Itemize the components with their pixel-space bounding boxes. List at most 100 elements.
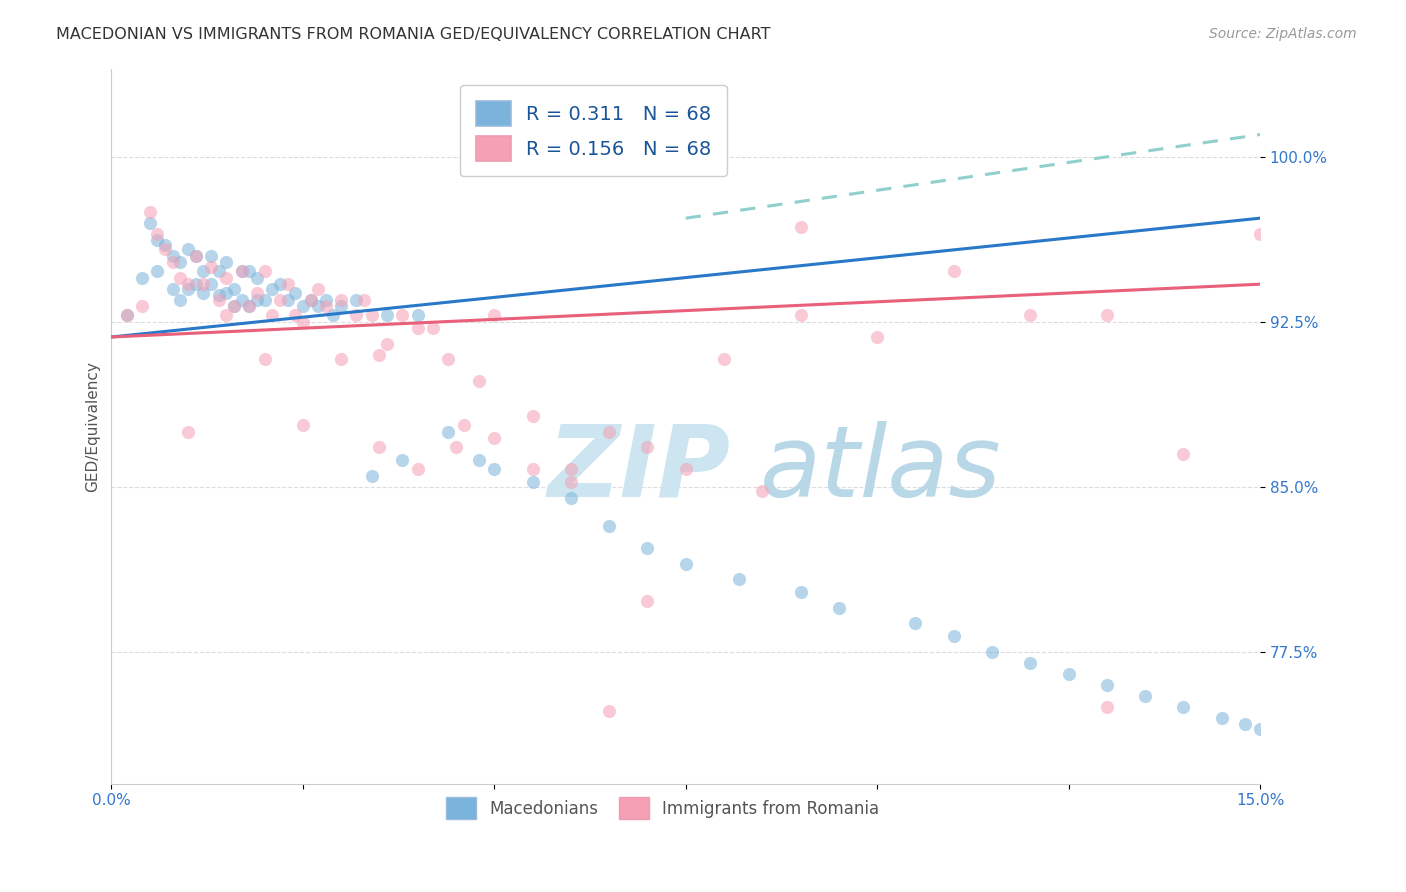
Point: [131, 270, 153, 285]
Point: [215, 270, 238, 285]
Point: [146, 227, 169, 241]
Point: [284, 308, 307, 322]
Point: [193, 277, 215, 292]
Point: [330, 299, 353, 313]
Point: [598, 425, 620, 439]
Point: [162, 255, 184, 269]
Point: [131, 299, 153, 313]
Point: [560, 491, 582, 505]
Text: atlas: atlas: [761, 420, 1002, 517]
Point: [299, 293, 322, 307]
Point: [169, 293, 191, 307]
Point: [284, 285, 307, 300]
Point: [468, 374, 491, 388]
Point: [291, 315, 314, 329]
Point: [437, 425, 460, 439]
Point: [375, 308, 398, 322]
Point: [269, 293, 291, 307]
Text: Source: ZipAtlas.com: Source: ZipAtlas.com: [1209, 27, 1357, 41]
Point: [1249, 227, 1271, 241]
Point: [1019, 656, 1042, 670]
Point: [162, 249, 184, 263]
Point: [138, 216, 160, 230]
Point: [375, 336, 398, 351]
Point: [215, 308, 238, 322]
Point: [231, 293, 253, 307]
Point: [1133, 689, 1156, 703]
Point: [866, 330, 889, 344]
Point: [207, 293, 229, 307]
Point: [406, 321, 429, 335]
Point: [299, 293, 322, 307]
Text: ZIP: ZIP: [548, 420, 731, 517]
Point: [291, 417, 314, 432]
Point: [1095, 308, 1118, 322]
Point: [346, 293, 368, 307]
Point: [177, 425, 200, 439]
Point: [1019, 308, 1042, 322]
Point: [322, 308, 344, 322]
Point: [238, 299, 260, 313]
Point: [184, 249, 207, 263]
Point: [368, 440, 391, 454]
Point: [368, 348, 391, 362]
Point: [406, 462, 429, 476]
Point: [828, 600, 851, 615]
Point: [468, 453, 491, 467]
Point: [231, 264, 253, 278]
Point: [253, 293, 276, 307]
Point: [315, 293, 337, 307]
Point: [789, 308, 811, 322]
Point: [207, 288, 229, 302]
Point: [484, 431, 506, 445]
Point: [522, 462, 544, 476]
Point: [1173, 699, 1195, 714]
Point: [269, 277, 291, 292]
Point: [789, 219, 811, 234]
Point: [636, 541, 658, 556]
Point: [177, 277, 200, 292]
Point: [207, 264, 229, 278]
Point: [246, 293, 269, 307]
Point: [222, 299, 245, 313]
Point: [1095, 678, 1118, 692]
Point: [193, 285, 215, 300]
Point: [330, 351, 353, 366]
Point: [169, 255, 191, 269]
Point: [522, 409, 544, 424]
Point: [177, 242, 200, 256]
Point: [360, 308, 382, 322]
Point: [153, 242, 176, 256]
Point: [675, 462, 697, 476]
Point: [789, 585, 811, 599]
Point: [200, 277, 222, 292]
Point: [262, 282, 284, 296]
Point: [484, 462, 506, 476]
Point: [560, 475, 582, 490]
Point: [598, 519, 620, 533]
Point: [904, 616, 927, 631]
Point: [184, 249, 207, 263]
Point: [522, 475, 544, 490]
Point: [444, 440, 467, 454]
Point: [1173, 447, 1195, 461]
Point: [751, 484, 773, 499]
Point: [138, 204, 160, 219]
Point: [360, 468, 382, 483]
Point: [291, 299, 314, 313]
Point: [1249, 722, 1271, 736]
Point: [437, 351, 460, 366]
Point: [675, 557, 697, 571]
Point: [277, 277, 299, 292]
Point: [162, 282, 184, 296]
Point: [238, 299, 260, 313]
Point: [307, 282, 329, 296]
Point: [1233, 717, 1256, 731]
Point: [153, 237, 176, 252]
Point: [981, 645, 1004, 659]
Point: [1057, 666, 1080, 681]
Point: [453, 417, 475, 432]
Point: [115, 308, 138, 322]
Point: [560, 462, 582, 476]
Point: [231, 264, 253, 278]
